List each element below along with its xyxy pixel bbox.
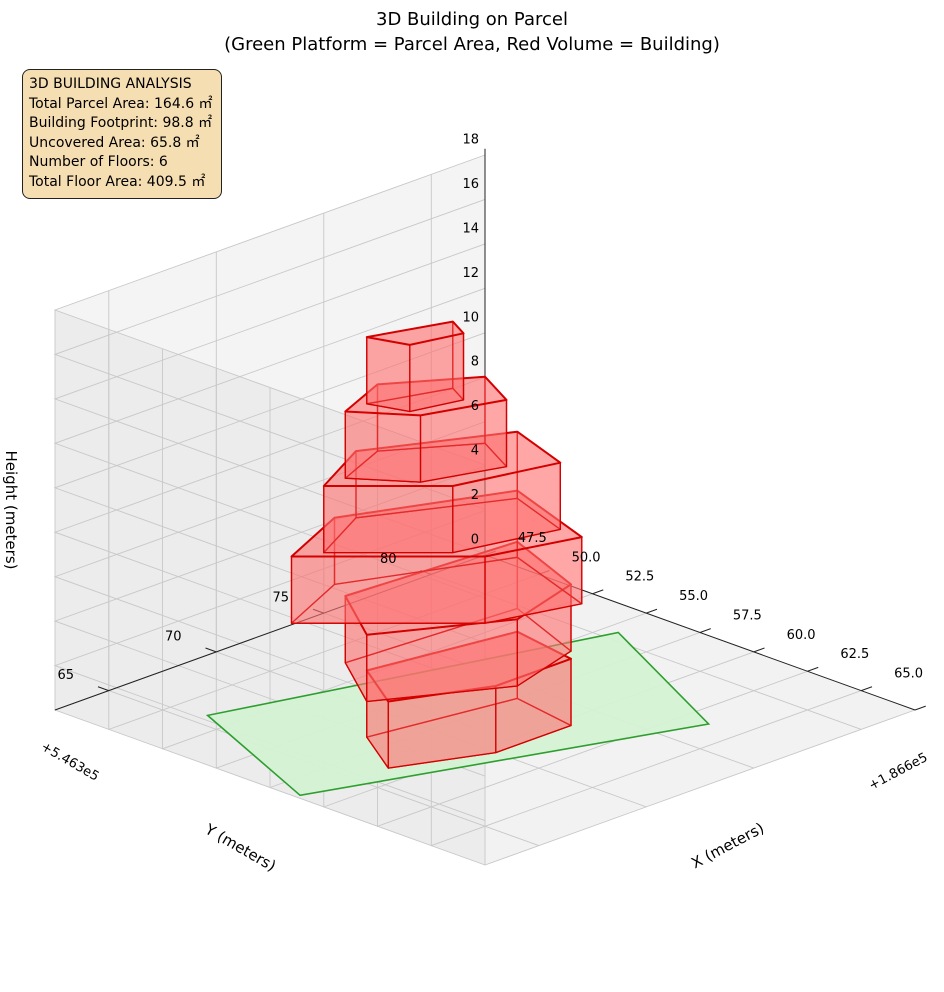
z-tick-label: 2: [471, 488, 479, 503]
floor-top-face: [344, 375, 508, 417]
x-tick-label: 47.5: [518, 531, 547, 546]
building-analysis-box: 3D BUILDING ANALYSIS Total Parcel Area: …: [22, 69, 222, 199]
z-tick-label: 6: [471, 399, 479, 414]
z-tick-label: 0: [471, 533, 479, 548]
z-tick-label: 16: [462, 177, 479, 192]
x-tick-mark: [592, 589, 604, 595]
y-tick-mark: [205, 647, 217, 653]
floor-3: [290, 489, 583, 624]
floor-top-face: [365, 320, 465, 346]
floor-side-face: [344, 410, 422, 483]
y-tick-mark: [97, 686, 109, 692]
x-tick-label: 65.0: [894, 667, 923, 682]
chart-title-line-1: 3D Building on Parcel: [376, 9, 568, 30]
y-tick-label: 65: [58, 668, 75, 683]
tick-labels: 47.550.052.555.057.560.062.565.067.56570…: [58, 133, 924, 684]
z-tick-label: 18: [462, 133, 479, 148]
floor-1: [365, 630, 572, 769]
info-total-floor-area: Total Floor Area: 409.5 ㎡: [29, 173, 206, 190]
x-tick-label: 60.0: [787, 628, 816, 643]
floor-5: [344, 375, 508, 483]
z-grid-line: [53, 287, 486, 599]
z-grid-line: [53, 243, 486, 555]
x-tick-mark: [484, 550, 496, 556]
floor-top-face: [344, 540, 572, 636]
axis-lines: [54, 148, 926, 711]
floor-side-face: [323, 485, 454, 554]
z-tick-label: 4: [471, 444, 479, 459]
chart-title-line-2: (Green Platform = Parcel Area, Red Volum…: [224, 34, 720, 55]
x-tick-label: 55.0: [679, 589, 708, 604]
floor-side-face: [409, 332, 465, 413]
x-tick-mark: [807, 666, 819, 672]
y-tick-label: 70: [165, 629, 182, 644]
floor-side-face: [366, 336, 411, 413]
y-offset-label: +5.463e5: [38, 739, 101, 784]
z-grid-line: [53, 421, 486, 733]
x-tick-mark: [699, 628, 711, 633]
info-number-of-floors: Number of Floors: 6: [29, 154, 168, 171]
z-tick-label: 10: [462, 310, 479, 325]
x-tick-label: 52.5: [625, 570, 654, 585]
z-grid-line: [53, 332, 486, 644]
z-tick-label: 14: [462, 221, 479, 236]
z-tick-label: 8: [471, 355, 479, 370]
z-grid-line: [53, 198, 486, 510]
x-axis-label: X (meters): [688, 819, 767, 872]
info-building-footprint: Building Footprint: 98.8 ㎡: [29, 115, 213, 132]
z-tick-label: 12: [462, 266, 479, 281]
y-axis-label: Y (meters): [201, 820, 279, 875]
x-tick-mark: [753, 647, 765, 653]
info-parcel-area: Total Parcel Area: 164.6 ㎡: [29, 95, 213, 112]
x-tick-label: 50.0: [572, 550, 601, 565]
floor-6: [365, 320, 465, 413]
x-tick-label: 62.5: [840, 647, 869, 662]
floor-top-face: [322, 430, 562, 487]
x-tick-label: 57.5: [733, 608, 762, 623]
x-offset-label: +1.866e5: [866, 750, 930, 793]
z-grid-line: [53, 376, 486, 688]
floor-2: [344, 540, 572, 703]
y-tick-mark: [312, 608, 324, 614]
y-tick-label: 80: [380, 552, 397, 567]
info-heading: 3D BUILDING ANALYSIS: [29, 76, 192, 92]
y-tick-label: 75: [273, 591, 290, 606]
z-axis-label: Height (meters): [2, 451, 20, 570]
x-tick-mark: [914, 705, 926, 711]
y-axis-line: [54, 554, 486, 711]
building-volume: [290, 320, 583, 769]
floor-4: [322, 430, 562, 554]
x-tick-mark: [646, 608, 658, 614]
x-tick-mark: [861, 686, 873, 692]
z-grid-line: [53, 154, 486, 466]
info-uncovered-area: Uncovered Area: 65.8 ㎡: [29, 134, 200, 151]
